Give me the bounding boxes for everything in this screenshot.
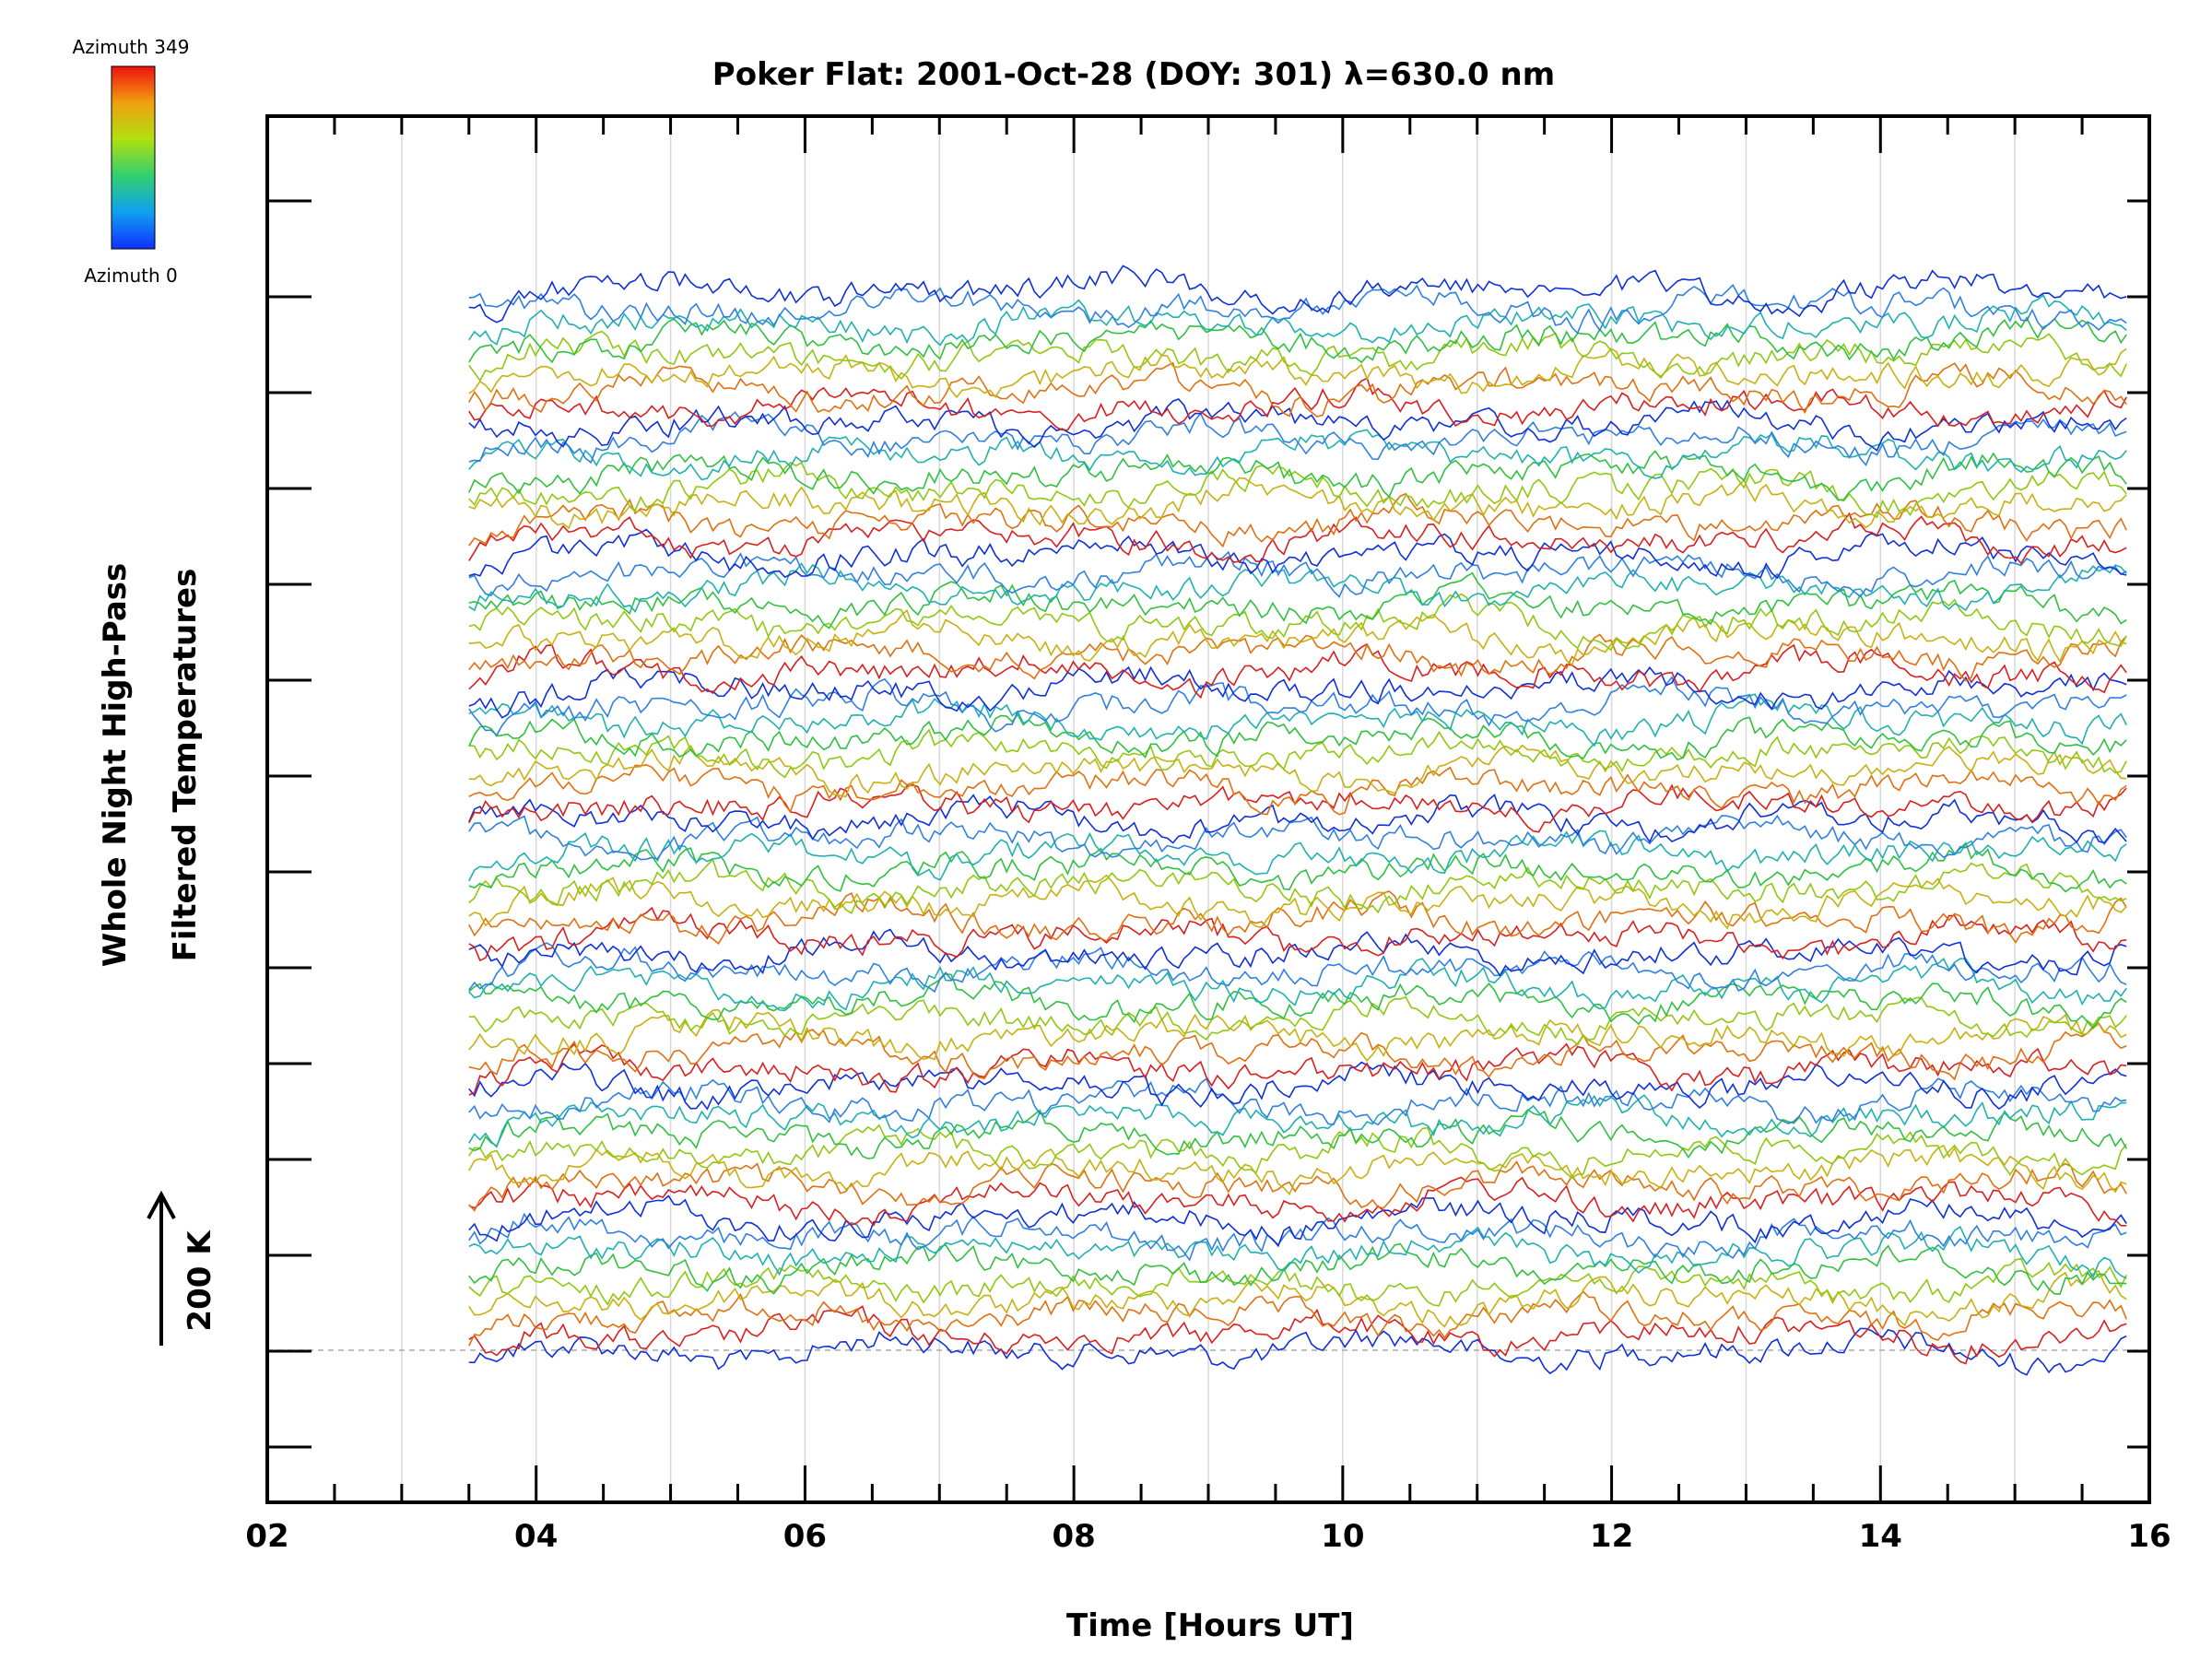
series-line — [468, 783, 2127, 833]
series-line — [468, 858, 2127, 914]
x-tick-label: 10 — [1321, 1518, 1364, 1555]
series-line — [468, 477, 2127, 530]
series-line — [468, 744, 2127, 798]
series-line — [468, 676, 2127, 736]
series-line — [468, 265, 2127, 324]
series-line — [468, 1290, 2127, 1347]
colorbar — [111, 65, 156, 250]
x-tick-label: 12 — [1590, 1518, 1633, 1555]
series-line — [468, 593, 2127, 652]
series-line — [468, 609, 2127, 666]
series-line — [468, 906, 2127, 962]
x-axis-label: Time [Hours UT] — [1066, 1607, 1354, 1644]
series-line — [468, 347, 2127, 399]
series-line — [468, 874, 2127, 930]
series-line — [468, 665, 2127, 719]
series-line — [468, 942, 2127, 994]
colorbar-bottom-label: Azimuth 0 — [84, 265, 178, 287]
series-line — [468, 1257, 2127, 1307]
series-line — [468, 411, 2127, 467]
series-line — [468, 1077, 2127, 1126]
series-line — [468, 571, 2127, 629]
series-line — [468, 841, 2127, 893]
series-line — [468, 1160, 2127, 1212]
series-line — [468, 429, 2127, 481]
series-line — [468, 642, 2127, 700]
series-line — [468, 1109, 2127, 1159]
series-line — [468, 814, 2127, 861]
series-line — [468, 1194, 2127, 1248]
x-tick-label: 06 — [783, 1518, 827, 1555]
series-line — [468, 512, 2127, 565]
x-tick-label: 02 — [245, 1518, 288, 1555]
series-line — [468, 492, 2127, 548]
series-line — [468, 794, 2127, 844]
colorbar-top-label: Azimuth 349 — [73, 36, 190, 58]
x-tick-label: 04 — [514, 1518, 558, 1555]
scale-bar-arrowhead — [147, 1190, 176, 1219]
scale-bar: 200 K — [147, 1190, 218, 1346]
series-line — [468, 361, 2127, 418]
series-line — [468, 377, 2127, 431]
series-line — [468, 1327, 2127, 1376]
series-line — [468, 1008, 2127, 1062]
series-line — [468, 763, 2127, 816]
series-line — [468, 693, 2127, 747]
series-line — [468, 958, 2127, 1012]
series-line — [468, 830, 2127, 882]
series-line — [468, 1176, 2127, 1227]
series-line — [468, 283, 2127, 335]
series-line — [468, 633, 2127, 682]
y-axis-label-line2: Filtered Temperatures — [167, 569, 204, 962]
series-line — [468, 528, 2127, 580]
series-line — [468, 398, 2127, 453]
series-line — [468, 330, 2127, 382]
series-line — [468, 1022, 2127, 1081]
y-axis-label-line1: Whole Night High-Pass — [97, 563, 134, 968]
series-line — [468, 728, 2127, 779]
series-line — [468, 461, 2127, 519]
series-line — [468, 1124, 2127, 1180]
x-tick-label: 14 — [1859, 1518, 1902, 1555]
series-line — [468, 1269, 2127, 1328]
series-line — [468, 562, 2127, 613]
series-line — [468, 1226, 2127, 1279]
series-line — [468, 1094, 2127, 1148]
series-line — [468, 550, 2127, 598]
series-line — [468, 1144, 2127, 1196]
series-line — [468, 1042, 2127, 1096]
series-line — [468, 890, 2127, 946]
series-line — [468, 1242, 2127, 1295]
series-line — [468, 315, 2127, 364]
series-line — [468, 1212, 2127, 1262]
series-line — [468, 995, 2127, 1046]
series-line — [468, 712, 2127, 761]
chart-title: Poker Flat: 2001-Oct-28 (DOY: 301) λ=630… — [712, 56, 1555, 93]
scale-bar-label: 200 K — [182, 1230, 218, 1332]
series-line — [468, 1305, 2127, 1365]
x-tick-label: 16 — [2127, 1518, 2171, 1555]
series-line — [468, 450, 2127, 501]
series-line — [468, 294, 2127, 347]
series-line — [468, 1061, 2127, 1111]
x-tick-label: 08 — [1052, 1518, 1095, 1555]
